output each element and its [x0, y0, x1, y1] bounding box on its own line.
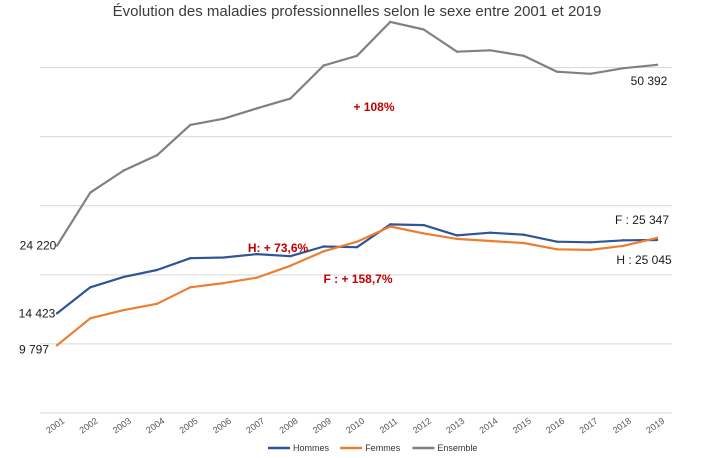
data-point-ensemble	[422, 28, 425, 31]
x-tick-label: 2017	[578, 416, 600, 436]
data-point-hommes	[189, 257, 192, 260]
x-tick-label: 2006	[211, 416, 233, 436]
data-point-ensemble	[555, 70, 559, 73]
legend-label-ensemble: Ensemble	[437, 443, 477, 453]
data-point-hommes	[155, 268, 159, 272]
data-point-femmes	[622, 244, 625, 247]
data-point-hommes	[55, 312, 59, 315]
data-point-ensemble	[355, 54, 359, 57]
data-point-ensemble	[489, 49, 492, 52]
data-point-femmes	[489, 239, 492, 243]
x-tick-label: 2014	[478, 416, 500, 436]
gridlines	[40, 67, 672, 414]
data-point-femmes	[389, 225, 392, 228]
x-tick-label: 2015	[511, 416, 533, 436]
x-tick-label: 2002	[78, 416, 100, 436]
data-point-hommes	[122, 275, 125, 279]
data-point-ensemble	[255, 107, 259, 110]
data-point-hommes	[322, 245, 325, 248]
data-point-femmes	[522, 241, 525, 245]
annotation-femmes: F : + 158,7%	[323, 272, 392, 286]
data-point-ensemble	[455, 50, 459, 53]
x-tick-label: 2001	[44, 416, 66, 436]
x-tick-label: 2007	[244, 416, 266, 436]
x-tick-label: 2011	[378, 416, 400, 435]
data-point-hommes	[455, 234, 459, 237]
x-axis-ticks: 2001 2002 2003 2004 2005 2006 2007 2008 2009 2010…	[44, 416, 666, 436]
series-lines	[55, 20, 659, 347]
data-point-femmes	[122, 308, 125, 312]
data-point-femmes	[455, 237, 459, 241]
data-point-femmes	[255, 276, 259, 279]
x-tick-label: 2008	[278, 416, 300, 436]
data-point-hommes	[222, 256, 225, 259]
x-tick-label: 2012	[411, 416, 433, 436]
value-labels: 24 220 14 423 9 797 50 392 F : 25 347 H : 25 …	[19, 74, 672, 356]
data-point-hommes	[422, 223, 425, 227]
data-point-hommes	[255, 252, 259, 256]
label-femmes-start: 9 797	[19, 342, 49, 356]
x-tick-label: 2004	[144, 416, 166, 436]
data-point-femmes	[589, 248, 592, 252]
data-point-ensemble	[522, 54, 525, 57]
label-ensemble-end: 50 392	[631, 74, 668, 88]
data-point-ensemble	[55, 244, 59, 247]
data-point-ensemble	[622, 67, 625, 70]
data-point-hommes	[289, 254, 292, 258]
legend-label-hommes: Hommes	[293, 443, 330, 453]
data-point-femmes	[355, 240, 359, 243]
label-ensemble-start: 24 220	[20, 239, 57, 253]
data-point-femmes	[222, 281, 225, 285]
data-point-hommes	[522, 233, 525, 236]
label-hommes-start: 14 423	[19, 306, 56, 320]
data-point-femmes	[555, 248, 559, 251]
data-point-ensemble	[122, 169, 125, 172]
x-tick-label: 2010	[344, 416, 366, 436]
data-point-hommes	[589, 241, 592, 244]
x-tick-label: 2003	[111, 416, 133, 436]
x-tick-label: 2009	[311, 416, 333, 436]
data-point-femmes	[422, 232, 425, 235]
data-point-femmes	[189, 286, 192, 289]
data-point-femmes	[89, 317, 92, 320]
data-point-ensemble	[89, 191, 92, 194]
data-point-ensemble	[389, 20, 392, 24]
data-point-hommes	[389, 223, 392, 226]
annotation-hommes: H: + 73,6%	[248, 241, 309, 255]
chart-title: Évolution des maladies professionnelles …	[112, 3, 602, 20]
data-point-hommes	[489, 231, 492, 234]
label-hommes-end: H : 25 045	[616, 253, 672, 267]
data-point-ensemble	[155, 154, 159, 157]
data-point-ensemble	[322, 64, 325, 67]
x-tick-label: 2005	[178, 416, 200, 436]
data-point-ensemble	[189, 123, 192, 127]
data-point-hommes	[355, 245, 359, 249]
data-point-ensemble	[589, 72, 592, 75]
data-point-hommes	[555, 240, 559, 243]
data-point-hommes	[622, 239, 625, 242]
x-tick-label: 2016	[544, 416, 566, 436]
data-point-hommes	[89, 286, 92, 289]
data-point-ensemble	[222, 117, 225, 120]
data-point-femmes	[55, 344, 59, 347]
data-point-hommes	[655, 238, 659, 242]
legend: Hommes Femmes Ensemble	[268, 443, 477, 453]
annotation-ensemble: + 108%	[353, 100, 394, 114]
legend-label-femmes: Femmes	[365, 443, 401, 453]
x-tick-label: 2013	[444, 416, 466, 436]
data-point-femmes	[655, 236, 659, 240]
x-tick-label: 2018	[611, 416, 633, 436]
data-point-femmes	[289, 264, 292, 268]
label-femmes-end: F : 25 347	[615, 213, 669, 227]
data-point-femmes	[322, 250, 325, 253]
x-tick-label: 2019	[644, 416, 666, 436]
series-line-hommes	[56, 223, 658, 315]
data-point-femmes	[155, 302, 159, 306]
data-point-ensemble	[655, 63, 659, 67]
data-point-ensemble	[289, 97, 292, 100]
